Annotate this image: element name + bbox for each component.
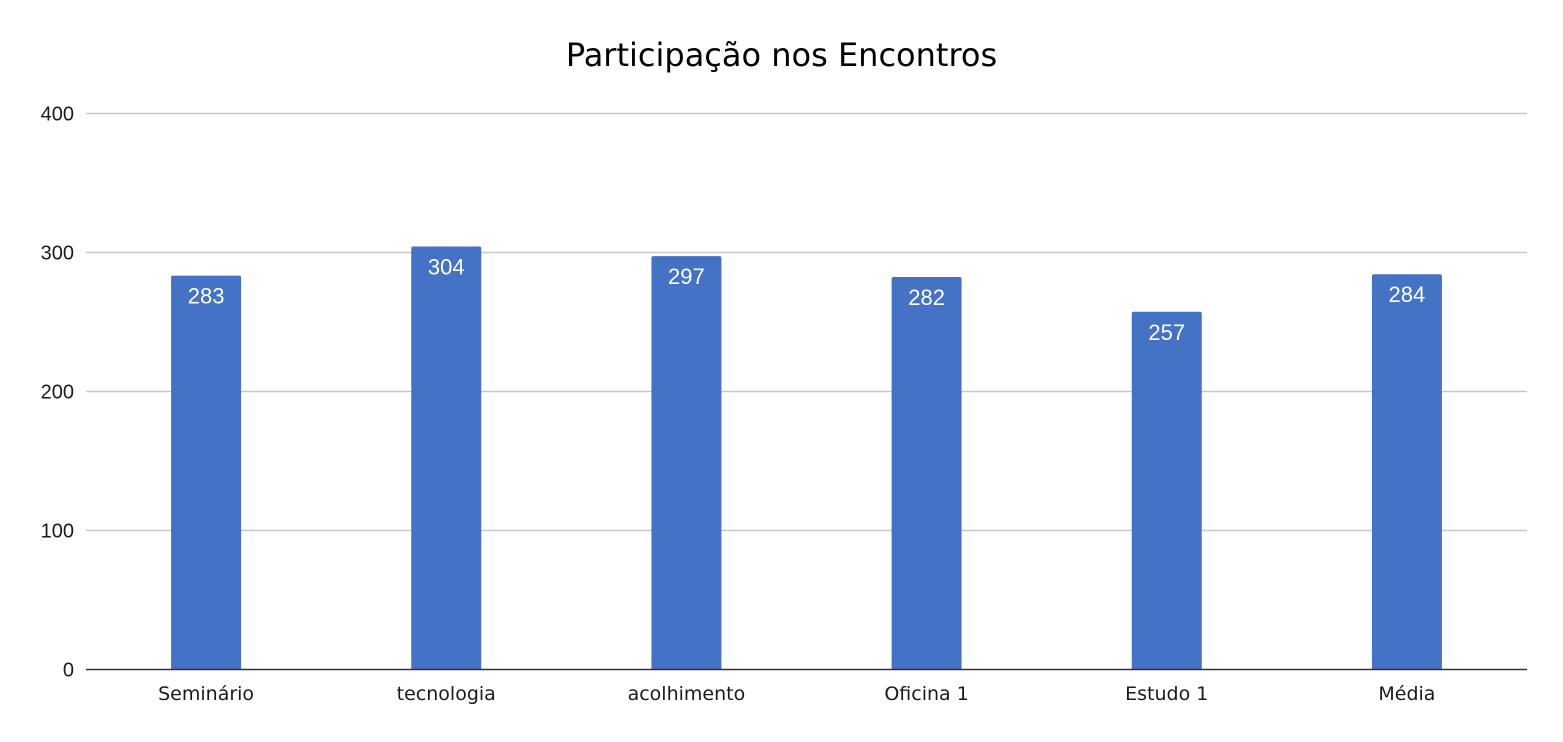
y-tick-label: 300 <box>41 243 74 265</box>
data-label: 283 <box>188 284 225 309</box>
bar <box>411 246 482 669</box>
bar <box>891 277 962 669</box>
x-category-label: Oficina 1 <box>884 683 968 705</box>
x-category-label: tecnologia <box>397 683 496 705</box>
x-category-label: acolhimento <box>628 683 746 705</box>
bars <box>171 246 1442 669</box>
y-tick-label: 100 <box>41 521 74 543</box>
data-label: 257 <box>1148 320 1185 345</box>
chart-title: Participação nos Encontros <box>565 36 998 74</box>
data-label: 297 <box>668 264 705 289</box>
bar <box>1131 311 1202 669</box>
y-tick-label: 0 <box>63 660 74 682</box>
x-category-label: Seminário <box>158 683 254 705</box>
bar <box>171 275 242 669</box>
labels: 0 100 200 300 400 283 Seminário 304 tecnologia 29… <box>41 104 1436 706</box>
bar <box>651 256 722 669</box>
bar <box>1371 274 1442 669</box>
data-label: 304 <box>428 254 465 279</box>
y-tick-label: 200 <box>41 382 74 404</box>
y-tick-label: 400 <box>41 104 74 126</box>
gridlines <box>86 112 1527 532</box>
data-label: 284 <box>1389 282 1426 307</box>
x-category-label: Estudo 1 <box>1125 683 1208 705</box>
data-label: 282 <box>908 285 945 310</box>
x-category-label: Média <box>1378 683 1435 705</box>
